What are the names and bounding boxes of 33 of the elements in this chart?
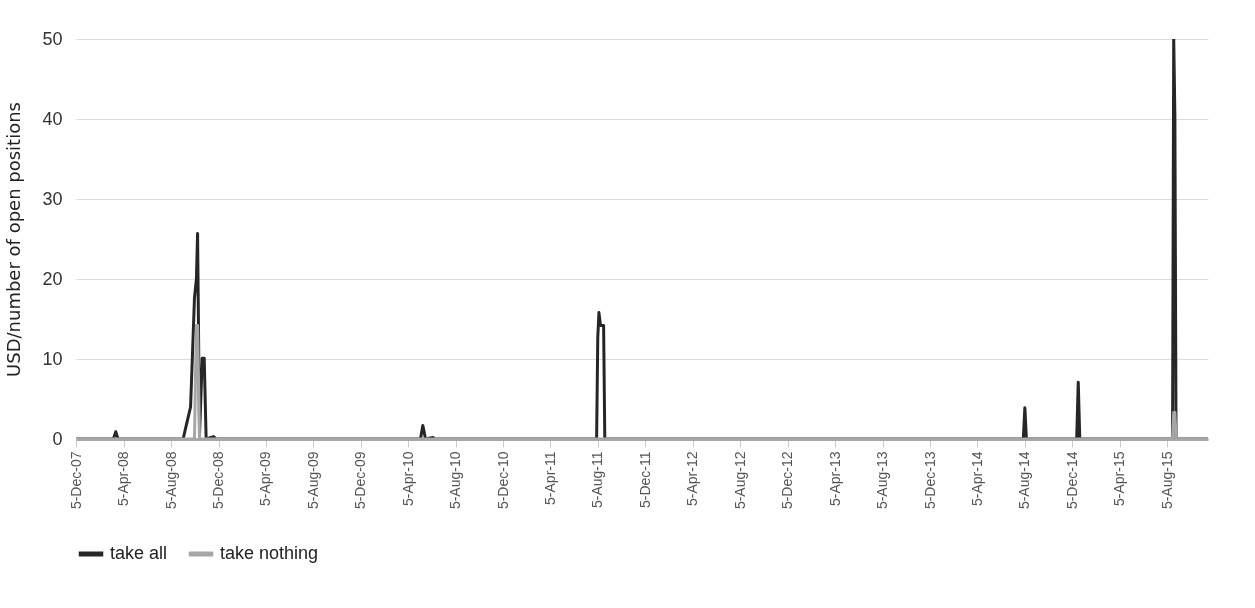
- y-tick-label: 20: [42, 268, 63, 289]
- x-tick-label: 5-Apr-11: [541, 451, 558, 505]
- x-tick-label: 5-Dec-14: [1063, 451, 1080, 510]
- x-tick-label: 5-Dec-09: [352, 451, 369, 510]
- y-tick-label: 10: [42, 348, 63, 369]
- y-tick-label: 50: [42, 28, 63, 49]
- legend-label: take nothing: [220, 543, 319, 563]
- x-tick-label: 5-Apr-14: [968, 451, 985, 506]
- y-tick-label: 0: [52, 428, 63, 449]
- x-tick-label: 5-Aug-09: [304, 451, 321, 510]
- y-tick-label: 30: [42, 188, 63, 209]
- y-axis-title: USD/number of open positions: [3, 102, 25, 377]
- x-tick-label: 5-Dec-11: [636, 451, 653, 509]
- legend-label: take all: [110, 543, 168, 563]
- x-tick-label: 5-Dec-07: [67, 451, 84, 510]
- x-tick-label: 5-Aug-11: [589, 451, 606, 509]
- x-tick-label: 5-Aug-12: [731, 451, 748, 510]
- x-tick-label: 5-Apr-09: [257, 451, 274, 506]
- x-tick-label: 5-Apr-13: [826, 451, 843, 506]
- x-tick-label: 5-Dec-08: [210, 451, 227, 510]
- x-tick-label: 5-Apr-08: [115, 451, 132, 506]
- x-tick-label: 5-Apr-10: [399, 451, 416, 506]
- x-tick-label: 5-Dec-10: [494, 451, 511, 510]
- x-tick-label: 5-Aug-13: [874, 451, 891, 510]
- x-tick-label: 5-Apr-15: [1111, 451, 1128, 506]
- x-tick-label: 5-Dec-13: [921, 451, 938, 510]
- x-tick-label: 5-Aug-08: [162, 451, 179, 510]
- x-tick-label: 5-Dec-12: [779, 451, 796, 510]
- x-tick-label: 5-Aug-14: [1016, 451, 1033, 510]
- x-tick-label: 5-Aug-10: [447, 451, 464, 510]
- x-tick-label: 5-Apr-12: [684, 451, 701, 506]
- y-tick-label: 40: [42, 108, 63, 129]
- x-tick-label: 5-Aug-15: [1158, 451, 1175, 510]
